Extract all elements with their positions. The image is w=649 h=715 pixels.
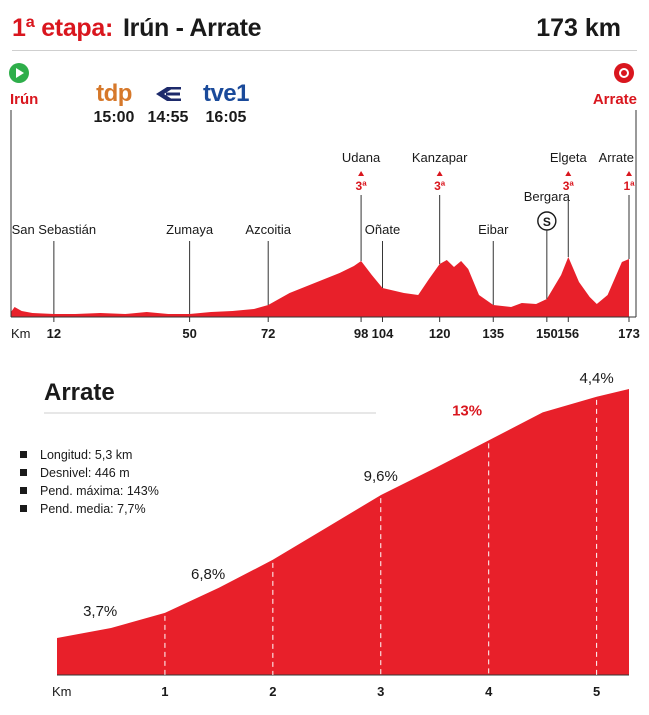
place-label: Bergara [524,189,571,204]
broadcaster-tve1: tve1 16:05 [196,80,256,127]
sprint-label: S [543,215,551,229]
x-tick-label: 173 [618,326,640,341]
x-tick-label: 150 [536,326,558,341]
start-town: Irún [10,91,39,108]
play-icon [9,63,29,83]
x-tick-label: 1 [161,684,168,699]
gradient-label: 9,6% [364,468,398,485]
broadcaster-tdp: tdp 15:00 [84,80,144,127]
finish-icon [614,63,634,83]
place-label: Elgeta [550,150,588,165]
route-title: Irún - Arrate [123,14,262,42]
climb-category: 3ª [434,179,446,193]
x-tick-label: 2 [269,684,276,699]
x-axis-unit: Km [52,684,72,699]
climb-stat: Desnivel: 446 m [40,466,130,480]
broadcast-time: 15:00 [93,109,135,126]
place-label: San Sebastián [12,222,97,237]
place-label: Arrate [599,150,634,165]
finish-town: Arrate [592,91,637,108]
gradient-label: 13% [452,403,482,420]
climb-category: 1ª [623,179,635,193]
bullet-icon [20,469,27,476]
gradient-label: 6,8% [191,566,225,583]
x-tick-label: 3 [377,684,384,699]
climb-category: 3ª [356,179,368,193]
stage-profile-area [11,257,629,317]
stage-profile: Km 12 50 72 98 104 120 135 150 156 173 San Sebastiá… [10,110,640,341]
broadcast-time: 16:05 [205,109,247,126]
stage-distance: 173 km [536,14,621,42]
header: 1ª etapa: Irún - Arrate 173 km [0,0,649,52]
climb-stat: Pend. máxima: 143% [40,484,159,498]
climb-profile: Arrate Km 1 2 3 4 5 3,7% 6,8% 9,6% 13% 4,4% Longitud… [20,370,629,699]
climb-marker-icon [626,171,632,176]
x-axis-unit: Km [11,326,31,341]
x-tick-label: 72 [261,326,275,341]
x-tick-label: 120 [429,326,451,341]
eurosport-icon [156,87,181,101]
bullet-icon [20,451,27,458]
gradient-label: 4,4% [580,370,614,387]
x-tick-label: 4 [485,684,493,699]
broadcast-time: 14:55 [147,109,189,126]
bullet-icon [20,487,27,494]
climb-stat: Longitud: 5,3 km [40,448,132,462]
broadcaster-eurosport: 14:55 [138,81,198,127]
place-label: Zumaya [166,222,214,237]
x-tick-label: 5 [593,684,600,699]
x-tick-label: 104 [372,326,394,341]
x-tick-label: 50 [182,326,196,341]
gradient-label: 3,7% [83,603,117,620]
x-tick-label: 135 [482,326,504,341]
x-tick-label: 156 [557,326,579,341]
climb-profile-area [57,389,629,675]
climb-category: 3ª [563,179,575,193]
climb-marker-icon [436,171,443,176]
climb-marker-icon [565,171,572,176]
header-divider [12,50,637,51]
place-label: Kanzapar [412,150,468,165]
place-label: Oñate [365,222,400,237]
bullet-icon [20,505,27,512]
climb-title: Arrate [44,379,115,406]
place-label: Eibar [478,222,509,237]
place-label: Udana [342,150,381,165]
x-tick-label: 12 [47,326,61,341]
tve1-logo: tve1 [202,80,250,107]
tdp-logo: tdp [96,80,132,107]
stage-label: 1ª etapa: [12,14,114,42]
x-tick-label: 98 [354,326,368,341]
climb-stat: Pend. media: 7,7% [40,502,146,516]
climb-marker-icon [358,171,365,176]
place-label: Azcoitia [245,222,291,237]
